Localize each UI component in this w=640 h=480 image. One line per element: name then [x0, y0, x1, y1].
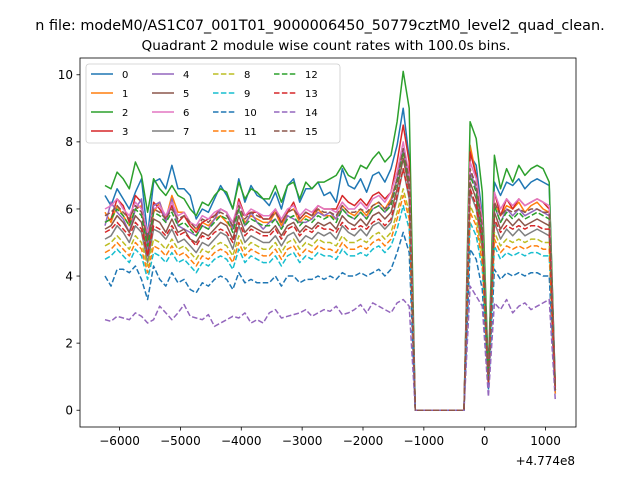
x-tick-label: −1000 [404, 434, 445, 448]
axes-frame [79, 57, 577, 428]
legend-label: 9 [244, 89, 250, 100]
series-line-7 [104, 167, 557, 411]
legend-label: 8 [244, 70, 250, 81]
series-line-11 [104, 194, 557, 411]
series-line-9 [104, 204, 557, 411]
legend-label: 13 [305, 89, 318, 100]
series-line-13 [104, 167, 557, 411]
x-tick-label: −2000 [343, 434, 384, 448]
chart-title: Quadrant 2 module wise count rates with … [142, 38, 511, 54]
legend-frame [85, 63, 341, 144]
y-tick-label: 8 [65, 135, 73, 149]
x-tick-label: 1000 [530, 434, 561, 448]
series-line-12 [104, 151, 557, 411]
legend-label: 7 [183, 127, 189, 138]
legend-label: 11 [244, 127, 257, 138]
y-tick-label: 4 [65, 269, 73, 283]
legend-label: 1 [122, 89, 128, 100]
legend-label: 3 [122, 127, 128, 138]
x-tick-label: 0 [481, 434, 489, 448]
x-axis: −6000 −5000 −4000 −3000 −2000 −1000 0 1000 [99, 427, 561, 448]
x-tick-label: −6000 [99, 434, 140, 448]
legend-label: 12 [305, 70, 318, 81]
y-tick-label: 2 [65, 336, 73, 350]
y-axis: 0 2 4 6 8 10 [58, 68, 80, 418]
y-tick-label: 6 [65, 202, 73, 216]
figure-suptitle: n file: modeM0/AS1C07_001T01_9000006450_… [35, 18, 604, 34]
legend-label: 0 [122, 70, 128, 81]
legend-label: 14 [305, 108, 318, 119]
series-line-14 [104, 285, 557, 411]
x-offset-label: +4.774e8 [516, 454, 575, 468]
y-tick-label: 10 [58, 68, 73, 82]
legend-label: 2 [122, 108, 128, 119]
series-line-6 [104, 141, 557, 411]
legend-label: 15 [305, 127, 318, 138]
series-lines [104, 70, 557, 411]
series-line-10 [104, 231, 557, 411]
series-line-2 [104, 70, 557, 411]
y-tick-label: 0 [65, 404, 73, 418]
legend-label: 10 [244, 108, 257, 119]
x-tick-label: −5000 [160, 434, 201, 448]
x-tick-label: −4000 [221, 434, 262, 448]
x-tick-label: −3000 [282, 434, 323, 448]
series-line-8 [104, 188, 557, 411]
series-line-15 [104, 147, 557, 411]
legend-label: 6 [183, 108, 189, 119]
legend-label: 4 [183, 70, 189, 81]
legend-label: 5 [183, 89, 189, 100]
series-line-0 [104, 107, 557, 411]
